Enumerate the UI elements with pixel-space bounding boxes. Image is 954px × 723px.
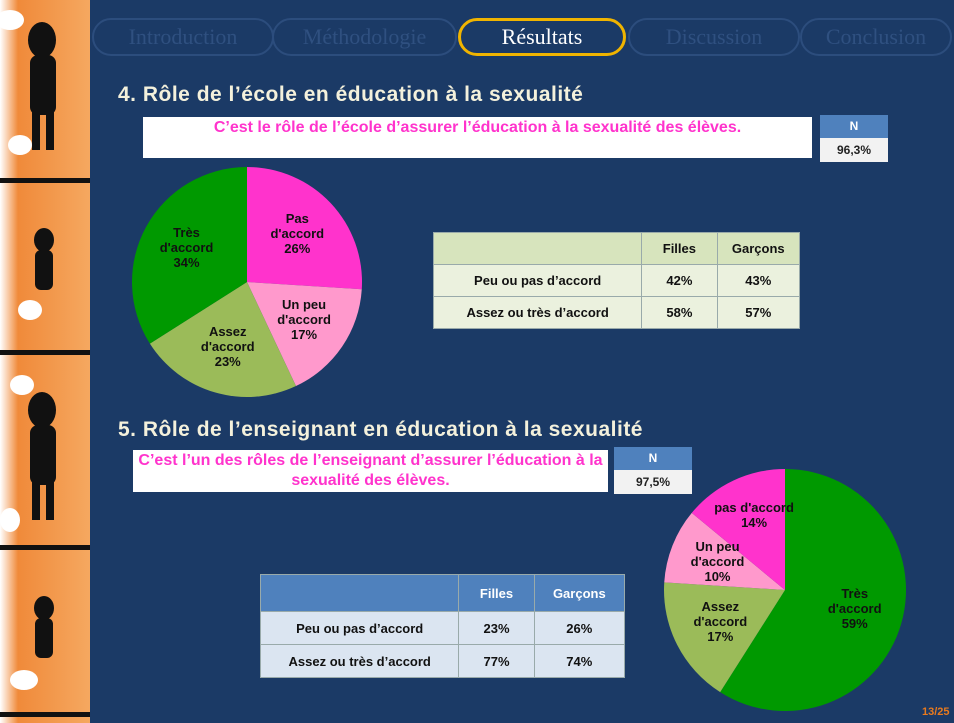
slice-value: 14% bbox=[714, 515, 794, 530]
slice-value: 26% bbox=[257, 241, 337, 256]
slice-value: 59% bbox=[815, 616, 895, 631]
slice-category: Un peu d'accord bbox=[677, 539, 757, 569]
slice-value: 23% bbox=[188, 354, 268, 369]
pie-layer bbox=[0, 0, 954, 723]
slice-category: pas d'accord bbox=[714, 500, 794, 515]
slice-value: 34% bbox=[147, 255, 227, 270]
slice-category: Pas d'accord bbox=[257, 211, 337, 241]
slice-value: 17% bbox=[264, 327, 344, 342]
slice-category: Assez d'accord bbox=[188, 324, 268, 354]
slice-category: Un peu d'accord bbox=[264, 297, 344, 327]
slice-value: 10% bbox=[677, 569, 757, 584]
slice-category: Assez d'accord bbox=[680, 599, 760, 629]
slide: IntroductionMéthodologieRésultatsDiscuss… bbox=[0, 0, 954, 723]
slice-value: 17% bbox=[680, 629, 760, 644]
slice-category: Très d'accord bbox=[815, 586, 895, 616]
page-number: 13/25 bbox=[922, 706, 950, 718]
slice-category: Très d'accord bbox=[147, 225, 227, 255]
